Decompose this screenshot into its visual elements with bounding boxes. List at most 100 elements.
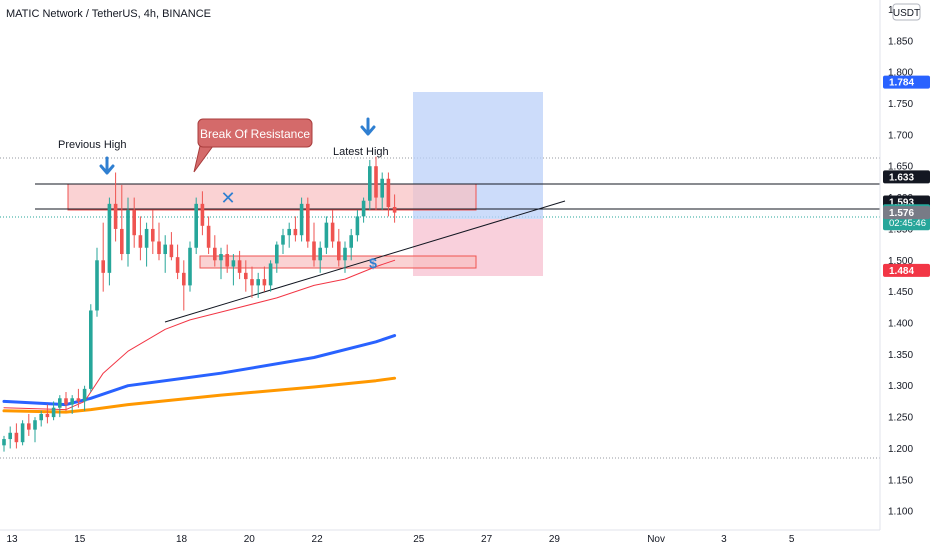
price-tag-value: 1.484 — [889, 266, 914, 277]
trendline[interactable] — [164, 200, 566, 323]
price-tag: 1.784 — [883, 75, 930, 89]
candle-body — [8, 432, 12, 440]
price-axis[interactable]: 1.9001.8501.8001.7501.7001.6501.6001.550… — [879, 0, 932, 550]
candle-body — [380, 178, 384, 198]
candle-body — [386, 178, 391, 207]
candle — [361, 197, 366, 223]
candle-body — [268, 263, 273, 286]
candle-body — [330, 222, 335, 242]
candle — [287, 222, 291, 248]
candle — [163, 235, 167, 273]
candle — [237, 250, 242, 280]
candle-body — [324, 222, 329, 248]
candle — [39, 410, 43, 427]
candle — [194, 197, 198, 255]
down-arrow-icon — [360, 117, 376, 136]
candle — [14, 423, 19, 449]
candle-body — [188, 247, 192, 286]
candle-body — [120, 228, 124, 255]
candle-body — [27, 423, 31, 430]
candle — [268, 260, 273, 292]
candle — [107, 197, 112, 286]
candle — [324, 216, 329, 255]
y-tick-label: 1.300 — [888, 381, 913, 392]
candle — [101, 222, 105, 292]
candle — [368, 159, 372, 211]
candle — [312, 222, 316, 267]
moving-average-line — [2, 376, 397, 414]
price-tag-value: 1.593 — [889, 197, 914, 208]
candle — [8, 426, 12, 449]
candle — [157, 222, 161, 261]
price-tag-value: 1.576 — [889, 208, 914, 219]
candle — [225, 244, 229, 273]
candle — [200, 191, 205, 236]
candle — [27, 413, 31, 436]
candle — [343, 241, 347, 273]
candle — [169, 232, 174, 261]
candle-body — [392, 206, 397, 213]
candle-body — [64, 398, 68, 405]
break-of-resistance-callout[interactable]: Break Of Resistance — [193, 118, 313, 173]
candle-body — [113, 203, 118, 229]
candle-body — [194, 203, 198, 248]
chart-title: MATIC Network / TetherUS, 4h, BINANCE — [6, 8, 211, 20]
candle-body — [262, 279, 267, 286]
y-tick-label: 1.750 — [888, 99, 913, 110]
candle — [256, 272, 260, 298]
candle-body — [343, 247, 347, 261]
candle-body — [275, 244, 279, 264]
candle-body — [107, 203, 112, 273]
candle-body — [244, 272, 248, 280]
candles — [2, 156, 397, 452]
candle-body — [169, 244, 174, 258]
currency-badge[interactable]: USDT — [892, 3, 921, 21]
candle-body — [312, 241, 316, 261]
price-tag: 1.484 — [883, 263, 930, 277]
candle-body — [368, 166, 372, 201]
resistance-zone[interactable] — [67, 183, 477, 211]
candle-body — [33, 420, 37, 430]
candle — [70, 395, 74, 414]
time-axis[interactable]: 13 15 18 20 22 25 27 29 Nov 3 5 — [0, 529, 880, 545]
candle — [188, 241, 192, 292]
candle — [380, 172, 384, 211]
candle — [219, 247, 223, 280]
candle — [33, 417, 37, 443]
candle-body — [39, 413, 43, 421]
x-tick-label: 27 — [481, 534, 493, 545]
candle — [355, 210, 360, 242]
candle — [132, 197, 136, 248]
y-tick-label: 1.250 — [888, 413, 913, 424]
candle-body — [299, 203, 304, 236]
candle — [45, 404, 50, 424]
candle — [206, 216, 211, 255]
candle — [151, 210, 155, 255]
candle-body — [138, 235, 143, 248]
price-tag-timer: 02:45:46 — [889, 218, 926, 229]
x-tick-label: 22 — [312, 534, 324, 545]
candle-body — [237, 260, 242, 273]
candle-body — [374, 166, 378, 198]
candle-body — [200, 203, 205, 226]
y-tick-label: 1.700 — [888, 130, 913, 141]
x-mark-icon: ✕ — [220, 188, 235, 209]
y-tick-label: 1.500 — [888, 256, 913, 267]
x-tick-label: 20 — [244, 534, 256, 545]
x-tick-label: 15 — [74, 534, 86, 545]
candle-body — [306, 203, 310, 242]
candle — [330, 210, 335, 248]
x-tick-label: 29 — [549, 534, 561, 545]
candle — [281, 228, 285, 255]
candle-body — [287, 228, 291, 236]
candle-body — [231, 260, 236, 267]
candle — [76, 388, 81, 408]
candle-body — [51, 407, 56, 418]
candle — [95, 247, 99, 317]
candle — [213, 235, 217, 267]
candle — [51, 401, 56, 421]
candle-body — [355, 216, 360, 236]
candle-body — [82, 388, 87, 402]
